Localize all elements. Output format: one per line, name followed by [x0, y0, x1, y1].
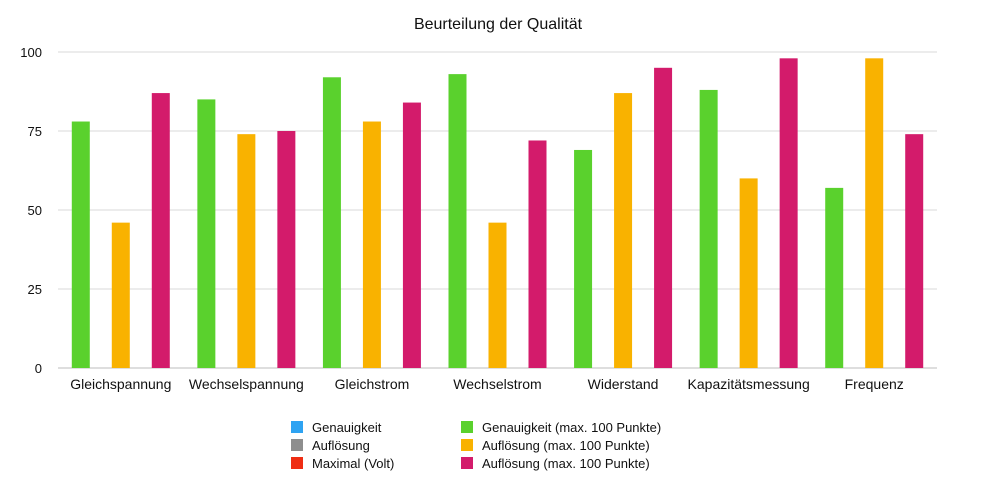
bar [71, 121, 90, 369]
y-tick-label: 25 [28, 282, 42, 297]
legend-label: Genauigkeit [312, 420, 382, 435]
bar [739, 178, 758, 368]
x-axis-categories: Gleichspannung Wechselspannung Gleichstrom… [70, 376, 904, 392]
x-category-label: Kapazitätsmessung [688, 376, 810, 392]
bar [654, 67, 673, 369]
bar [277, 131, 296, 368]
legend-swatch [461, 439, 473, 451]
bar [905, 134, 924, 368]
bar [865, 58, 884, 368]
y-tick-label: 100 [20, 45, 42, 60]
y-tick-label: 75 [28, 124, 42, 139]
bar [614, 93, 633, 368]
x-category-label: Frequenz [845, 376, 904, 392]
bar [237, 134, 256, 368]
legend-swatch [291, 421, 303, 433]
legend-label: Auflösung [312, 438, 370, 453]
legend-swatch [291, 439, 303, 451]
legend: Genauigkeit Auflösung Maximal (Volt) Genaui… [291, 420, 661, 471]
bar [448, 74, 467, 369]
y-tick-label: 50 [28, 203, 42, 218]
legend-label: Auflösung (max. 100 Punkte) [482, 456, 650, 471]
x-category-label: Wechselstrom [453, 376, 541, 392]
legend-swatch [461, 457, 473, 469]
bar [528, 140, 547, 368]
bar [402, 102, 421, 368]
x-category-label: Gleichstrom [335, 376, 410, 392]
legend-label: Genauigkeit (max. 100 Punkte) [482, 420, 661, 435]
bar [111, 222, 130, 368]
bar [322, 77, 341, 368]
legend-swatch [291, 457, 303, 469]
legend-label: Auflösung (max. 100 Punkte) [482, 438, 650, 453]
y-axis-ticks: 0 25 50 75 100 [20, 45, 42, 376]
bar [488, 222, 507, 368]
x-category-label: Gleichspannung [70, 376, 171, 392]
bar [197, 99, 216, 369]
bar [362, 121, 381, 369]
bar [699, 89, 718, 369]
bar [825, 187, 844, 368]
legend-label: Maximal (Volt) [312, 456, 394, 471]
chart-title: Beurteilung der Qualität [414, 16, 583, 33]
bar [779, 58, 798, 368]
bars [71, 58, 924, 369]
legend-swatch [461, 421, 473, 433]
bar [574, 149, 593, 368]
x-category-label: Wechselspannung [189, 376, 304, 392]
x-category-label: Widerstand [588, 376, 659, 392]
bar [151, 93, 170, 368]
y-tick-label: 0 [35, 361, 42, 376]
